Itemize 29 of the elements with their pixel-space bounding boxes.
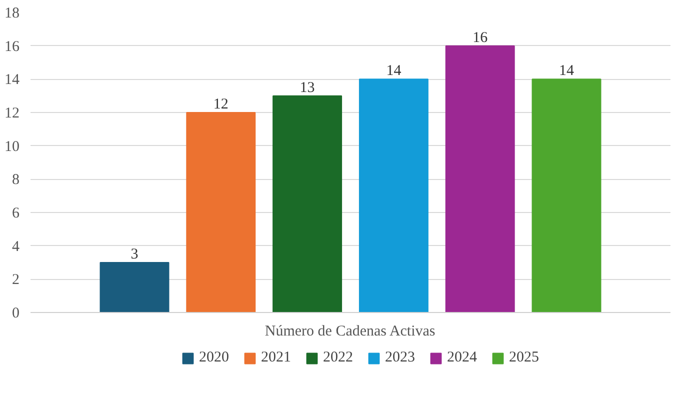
data-label: 16 [472,30,488,46]
bar [100,262,170,312]
legend-label: 2024 [447,350,477,366]
y-tick-label: 14 [4,72,20,88]
data-label: 12 [213,96,228,112]
legend-label: 2023 [385,350,415,366]
y-tick-label: 4 [12,238,20,255]
bar [445,45,515,312]
x-tick-label: Número de Cadenas Activas [264,324,436,340]
bar [358,78,428,312]
bar [532,78,602,312]
y-tick-label: 12 [4,106,20,122]
y-tick-label: 2 [12,272,20,288]
legend-label: 2021 [261,350,291,366]
y-tick-label: 10 [4,138,20,155]
y-tick-label: 18 [4,6,20,22]
data-label: 14 [386,63,402,80]
legend-label: 2022 [323,350,353,366]
data-label: 13 [300,80,315,96]
data-label: 14 [559,63,574,80]
y-tick-label: 6 [12,206,20,222]
legend-label: 2025 [509,350,539,366]
y-tick-label: 8 [12,172,20,188]
y-tick-label: 0 [12,306,20,322]
bar [186,112,256,312]
legend-label: 2020 [199,350,229,366]
y-tick-label: 16 [4,38,20,55]
bar [272,95,342,312]
data-label: 3 [130,246,138,262]
